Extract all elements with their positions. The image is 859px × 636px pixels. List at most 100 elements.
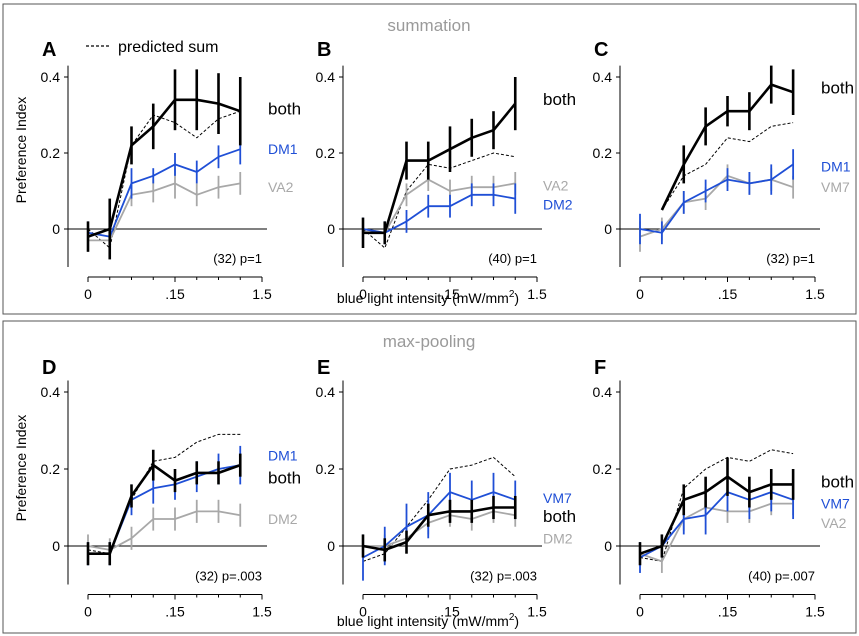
panel-label: E: [317, 357, 330, 379]
x-tick-label: .15: [165, 604, 185, 620]
max-pooling-frame: [2, 320, 857, 634]
series-line-dm2: [87, 510, 241, 551]
series-label-both: both: [268, 469, 301, 488]
panel-label: B: [317, 39, 331, 61]
series-line-both: [88, 463, 241, 555]
series-label-dm1: DM1: [268, 141, 298, 157]
section-title-summation: summation: [387, 16, 470, 35]
series-label-va2: VA2: [821, 515, 847, 531]
y-tick-label: 0: [327, 538, 335, 554]
y-tick-label: 0.4: [316, 384, 336, 400]
x-tick-label: .15: [440, 286, 460, 302]
series-line-both: [362, 506, 516, 552]
x-axis-label-top: blue light intensity (mW/mm2): [337, 289, 519, 306]
x-tick-label: 0: [84, 604, 92, 620]
predicted-sum-line: [362, 152, 516, 249]
series-line-both: [363, 102, 517, 235]
x-tick-label: 1.5: [252, 604, 272, 620]
series-label-dm1: DM1: [268, 448, 298, 464]
y-axis-label-bottom: Preference Index: [13, 415, 29, 522]
y-tick-label: 0: [327, 221, 335, 237]
panel-annotation: (32) p=.003: [470, 569, 537, 584]
series-label-both: both: [268, 99, 301, 118]
y-tick-label: 0.4: [593, 69, 613, 85]
panel-f: F 0 0.2 0.4 0 .15 1.5 both VM7 VA2 (40) p=.007: [593, 357, 855, 620]
panel-annotation: (32) p=1: [766, 251, 815, 266]
panel-c: C 0 0.2 0.4 0 .15 1.5 both DM1 VM7 (32) p=1: [593, 39, 855, 302]
series-label-vm7: VM7: [543, 490, 572, 506]
y-tick-label: 0.4: [41, 384, 61, 400]
y-tick-label: 0: [52, 538, 60, 554]
x-tick-label: 1.5: [252, 286, 272, 302]
y-tick-label: 0.4: [593, 384, 613, 400]
series-line-va2: [362, 178, 516, 234]
x-tick-label: 0: [84, 286, 92, 302]
panel-annotation: (40) p=1: [488, 251, 537, 266]
series-line-dm1: [87, 148, 241, 238]
series-label-dm1: DM1: [821, 158, 851, 174]
y-tick-label: 0.2: [593, 145, 613, 161]
series-label-va2: VA2: [543, 177, 569, 193]
x-tick-label: .15: [165, 286, 185, 302]
panel-label: D: [42, 357, 56, 379]
y-tick-label: 0: [52, 221, 60, 237]
series-line-dm2: [362, 193, 516, 234]
section-title-max-pooling: max-pooling: [383, 332, 476, 351]
series-line-both: [87, 98, 241, 238]
series-line-both: [639, 475, 794, 555]
series-line-dm2: [363, 510, 516, 547]
y-axis-label-top: Preference Index: [13, 97, 29, 204]
x-tick-label: .15: [718, 286, 738, 302]
series-line-va2: [88, 182, 241, 242]
y-tick-label: 0.2: [593, 461, 613, 477]
series-label-both: both: [543, 90, 576, 109]
panel-a: A 0 0.2 0.4 0 .15 1.5 both DM1 VA2 (32) p=1: [41, 39, 302, 302]
predicted-sum-line: [87, 433, 241, 555]
y-tick-label: 0: [604, 221, 612, 237]
y-tick-label: 0.2: [41, 145, 61, 161]
series-label-both: both: [821, 472, 854, 491]
series-label-dm2: DM2: [268, 511, 298, 527]
panel-label: C: [594, 39, 608, 61]
x-tick-label: .15: [718, 604, 738, 620]
series-label-vm7: VM7: [821, 496, 850, 512]
predicted-sum-line: [362, 456, 516, 562]
series-label-dm2: DM2: [543, 530, 573, 546]
y-tick-label: 0.2: [41, 461, 61, 477]
series-label-va2: VA2: [268, 179, 294, 195]
panel-d: D 0 0.2 0.4 0 .15 1.5 DM1 both DM2 (32) p=.003: [41, 357, 302, 620]
y-tick-label: 0.4: [41, 69, 61, 85]
panel-annotation: (40) p=.007: [748, 569, 815, 584]
x-axis-label-bottom: blue light intensity (mW/mm2): [337, 612, 519, 629]
series-label-both: both: [543, 507, 576, 526]
summation-frame: [2, 3, 857, 315]
x-tick-label: 1.5: [805, 286, 825, 302]
panel-label: A: [42, 39, 56, 61]
predicted-sum-line: [639, 449, 794, 562]
series-label-both: both: [821, 78, 854, 97]
series-line-vm7: [639, 491, 794, 559]
x-tick-label: 0: [359, 286, 367, 302]
y-tick-label: 0.2: [316, 145, 336, 161]
series-line-both: [660, 83, 794, 211]
x-tick-label: 0: [636, 286, 644, 302]
x-tick-label: .15: [440, 604, 460, 620]
series-line-vm7: [362, 491, 516, 559]
x-tick-label: 0: [636, 604, 644, 620]
y-tick-label: 0.4: [316, 69, 336, 85]
series-label-dm2: DM2: [543, 196, 573, 212]
predicted-sum-legend-label: predicted sum: [118, 39, 219, 56]
panel-label: F: [594, 357, 606, 379]
series-line-va2: [639, 502, 794, 563]
x-tick-label: 1.5: [527, 286, 547, 302]
panel-annotation: (32) p=1: [213, 251, 262, 266]
x-tick-label: 1.5: [527, 604, 547, 620]
series-line-dm1: [639, 163, 794, 234]
panel-b: B 0 0.2 0.4 0 .15 1.5 both VA2 DM2 (40) p=1: [316, 39, 577, 302]
series-label-vm7: VM7: [821, 179, 850, 195]
y-tick-label: 0.2: [316, 461, 336, 477]
y-tick-label: 0: [604, 538, 612, 554]
x-tick-label: 1.5: [805, 604, 825, 620]
